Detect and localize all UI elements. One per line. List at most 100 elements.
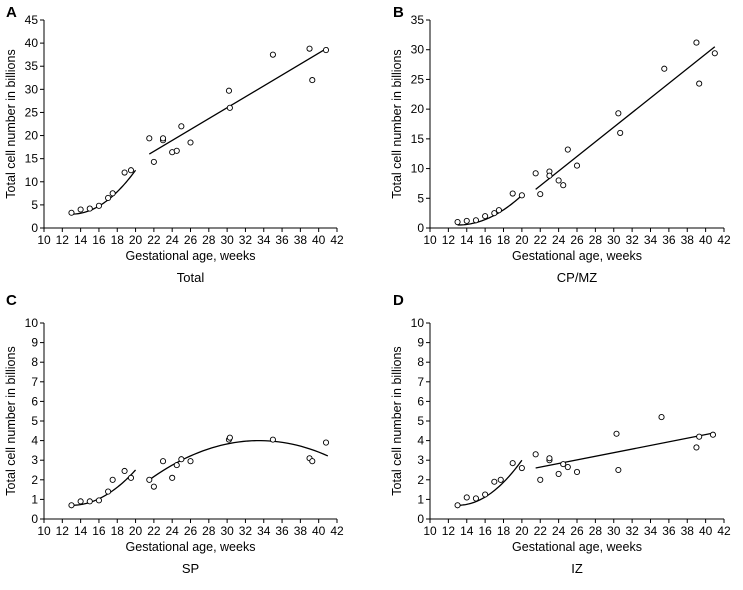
fit-line-2 <box>148 439 329 481</box>
y-tick-label: 15 <box>25 152 39 166</box>
x-tick-label: 22 <box>534 524 548 538</box>
panel-letter: A <box>6 4 17 21</box>
x-tick-label: 24 <box>552 524 566 538</box>
x-tick-label: 40 <box>699 524 713 538</box>
y-tick-label: 10 <box>25 175 39 189</box>
data-point <box>482 491 489 498</box>
y-tick-label: 3 <box>417 453 424 467</box>
fit-line-1 <box>71 169 137 215</box>
data-point <box>491 478 498 485</box>
y-tick-label: 2 <box>417 473 424 487</box>
y-tick-label: 7 <box>31 375 38 389</box>
x-tick-label: 18 <box>497 233 511 247</box>
x-tick-label: 10 <box>37 233 51 247</box>
data-point <box>454 219 461 226</box>
x-tick-label: 22 <box>147 524 161 538</box>
data-point <box>555 177 562 184</box>
data-point <box>146 476 153 483</box>
y-tick-label: 40 <box>25 36 39 50</box>
data-point <box>463 217 470 224</box>
data-point <box>696 80 703 87</box>
x-tick-label: 26 <box>570 233 584 247</box>
x-tick-label: 24 <box>166 233 180 247</box>
data-point <box>109 476 116 483</box>
x-tick-label: 30 <box>220 233 234 247</box>
data-point <box>306 45 313 52</box>
x-tick-label: 14 <box>74 233 88 247</box>
data-point <box>696 433 703 440</box>
x-tick-label: 12 <box>442 524 456 538</box>
x-tick-label: 32 <box>625 233 639 247</box>
y-tick-label: 10 <box>25 316 39 330</box>
data-point <box>491 210 498 217</box>
data-point <box>495 207 502 214</box>
data-point <box>309 77 316 84</box>
x-tick-label: 42 <box>717 233 731 247</box>
y-axis-label: Total cell number in billions <box>4 49 18 198</box>
y-tick-label: 8 <box>31 355 38 369</box>
x-tick-label: 10 <box>423 524 437 538</box>
data-point <box>658 414 665 421</box>
y-tick-label: 6 <box>31 394 38 408</box>
fit-line-1 <box>71 469 137 506</box>
x-tick-label: 12 <box>56 524 70 538</box>
data-point <box>564 146 571 153</box>
x-tick-label: 40 <box>699 233 713 247</box>
data-point <box>127 167 135 174</box>
x-tick-label: 42 <box>330 524 344 538</box>
y-tick-label: 5 <box>417 191 424 205</box>
data-point <box>226 104 233 111</box>
data-point <box>615 466 622 474</box>
data-point <box>77 498 84 505</box>
x-axis-label: Gestational age, weeks <box>512 249 642 263</box>
y-tick-label: 5 <box>417 414 424 428</box>
y-tick-label: 9 <box>417 336 424 350</box>
panel-caption: IZ <box>571 561 583 576</box>
data-point <box>497 476 504 483</box>
x-tick-label: 22 <box>147 233 161 247</box>
x-tick-label: 16 <box>478 233 492 247</box>
data-point <box>564 464 571 471</box>
data-point <box>709 431 717 438</box>
data-point <box>560 461 567 468</box>
x-tick-label: 40 <box>312 524 326 538</box>
x-tick-label: 36 <box>275 233 289 247</box>
data-point <box>693 444 700 451</box>
data-point <box>537 191 544 198</box>
panel-letter: C <box>6 292 17 309</box>
y-tick-label: 25 <box>411 72 425 86</box>
x-tick-label: 18 <box>111 233 125 247</box>
data-point <box>187 139 194 146</box>
x-tick-label: 24 <box>552 233 566 247</box>
x-tick-label: 14 <box>74 524 88 538</box>
y-tick-label: 9 <box>31 336 38 350</box>
data-point <box>178 123 185 130</box>
data-point <box>518 192 525 199</box>
y-tick-label: 0 <box>31 221 38 235</box>
x-tick-label: 10 <box>423 233 437 247</box>
y-tick-label: 5 <box>31 198 38 212</box>
x-tick-label: 20 <box>515 524 529 538</box>
data-point <box>463 494 470 501</box>
x-tick-label: 18 <box>111 524 125 538</box>
x-tick-label: 14 <box>460 524 474 538</box>
x-tick-label: 34 <box>644 233 658 247</box>
y-tick-label: 30 <box>411 43 425 57</box>
x-tick-label: 12 <box>442 233 456 247</box>
data-point <box>482 213 489 220</box>
y-tick-label: 0 <box>31 512 38 526</box>
data-point <box>95 497 102 504</box>
x-tick-label: 32 <box>239 524 253 538</box>
data-point <box>173 462 180 469</box>
y-tick-label: 1 <box>417 492 424 506</box>
x-tick-label: 20 <box>129 233 143 247</box>
data-point <box>532 170 539 177</box>
y-tick-label: 30 <box>25 82 39 96</box>
data-point <box>472 217 479 224</box>
panel-caption: Total <box>177 270 205 285</box>
data-point <box>532 451 539 458</box>
data-point <box>560 182 567 189</box>
data-point <box>159 135 167 142</box>
